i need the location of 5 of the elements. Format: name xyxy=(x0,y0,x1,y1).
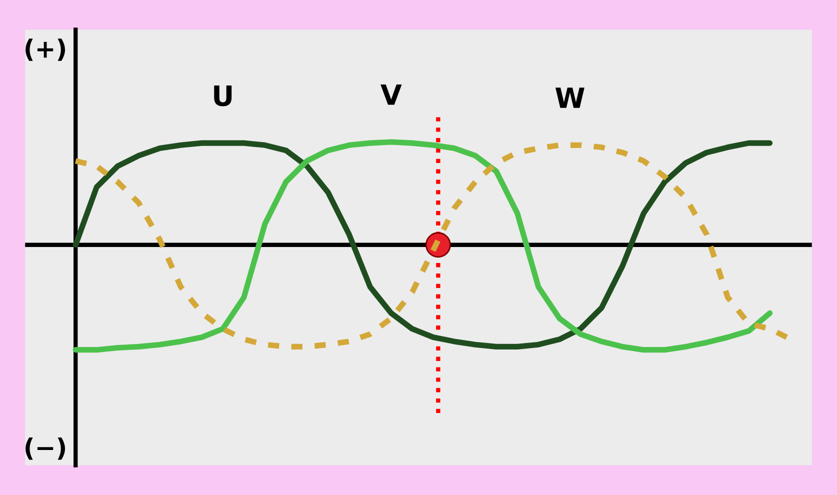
text: (−) xyxy=(26,437,66,460)
series-label: V xyxy=(380,84,402,105)
series-label: W xyxy=(555,88,584,108)
series-label: U xyxy=(214,86,232,106)
text: (+) xyxy=(26,38,66,61)
